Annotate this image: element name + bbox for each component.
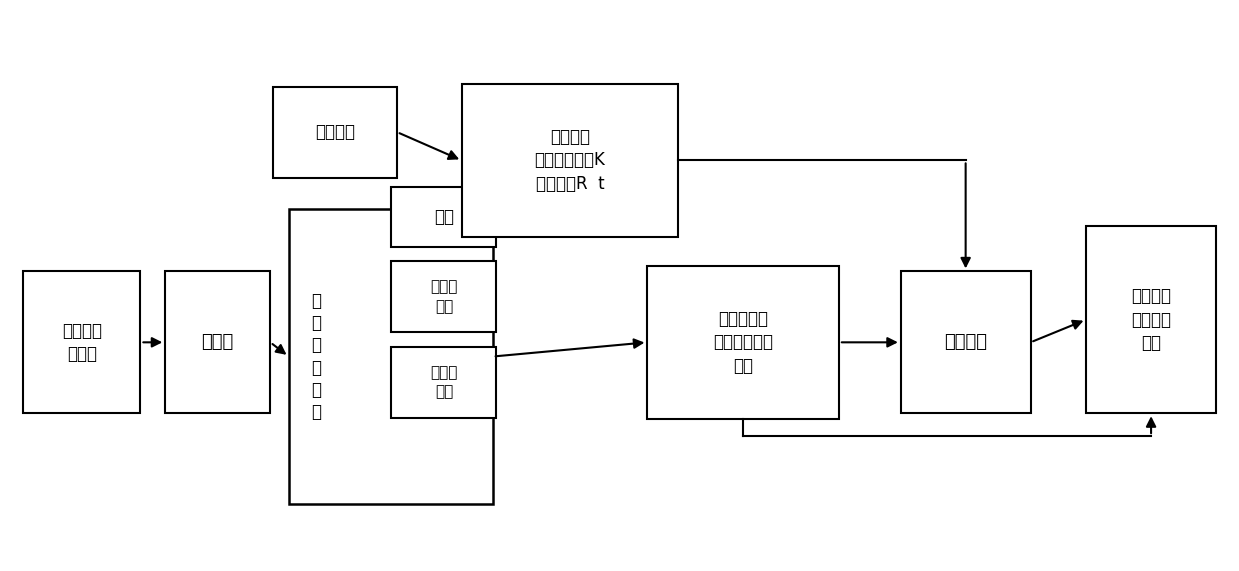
Text: 曲线拟合及
提取管口中心
像点: 曲线拟合及 提取管口中心 像点 (714, 309, 773, 375)
FancyBboxPatch shape (24, 271, 140, 413)
Text: 管
口
点
集
分
割: 管 口 点 集 分 割 (311, 292, 321, 421)
FancyBboxPatch shape (165, 271, 270, 413)
Text: 预处理: 预处理 (202, 333, 234, 351)
FancyBboxPatch shape (274, 87, 396, 178)
Text: 起终点
搜索: 起终点 搜索 (430, 279, 457, 314)
Text: 连通域
检测: 连通域 检测 (430, 365, 457, 400)
FancyBboxPatch shape (392, 262, 497, 332)
FancyBboxPatch shape (462, 84, 678, 237)
Text: 深度信息: 深度信息 (944, 333, 987, 351)
FancyBboxPatch shape (1087, 226, 1215, 413)
FancyBboxPatch shape (392, 187, 497, 247)
Text: 标定场景: 标定场景 (315, 123, 356, 141)
FancyBboxPatch shape (392, 347, 497, 417)
Text: 管口中心
三维空间
位置: 管口中心 三维空间 位置 (1131, 287, 1171, 352)
Text: 获取管口
口图像: 获取管口 口图像 (62, 321, 102, 363)
FancyBboxPatch shape (289, 209, 493, 504)
FancyBboxPatch shape (647, 266, 839, 419)
Text: 聚类: 聚类 (434, 208, 453, 226)
FancyBboxPatch shape (901, 271, 1031, 413)
Text: 离线标定
摄像机内参数K
手眼关系R  t: 离线标定 摄像机内参数K 手眼关系R t (534, 128, 606, 193)
